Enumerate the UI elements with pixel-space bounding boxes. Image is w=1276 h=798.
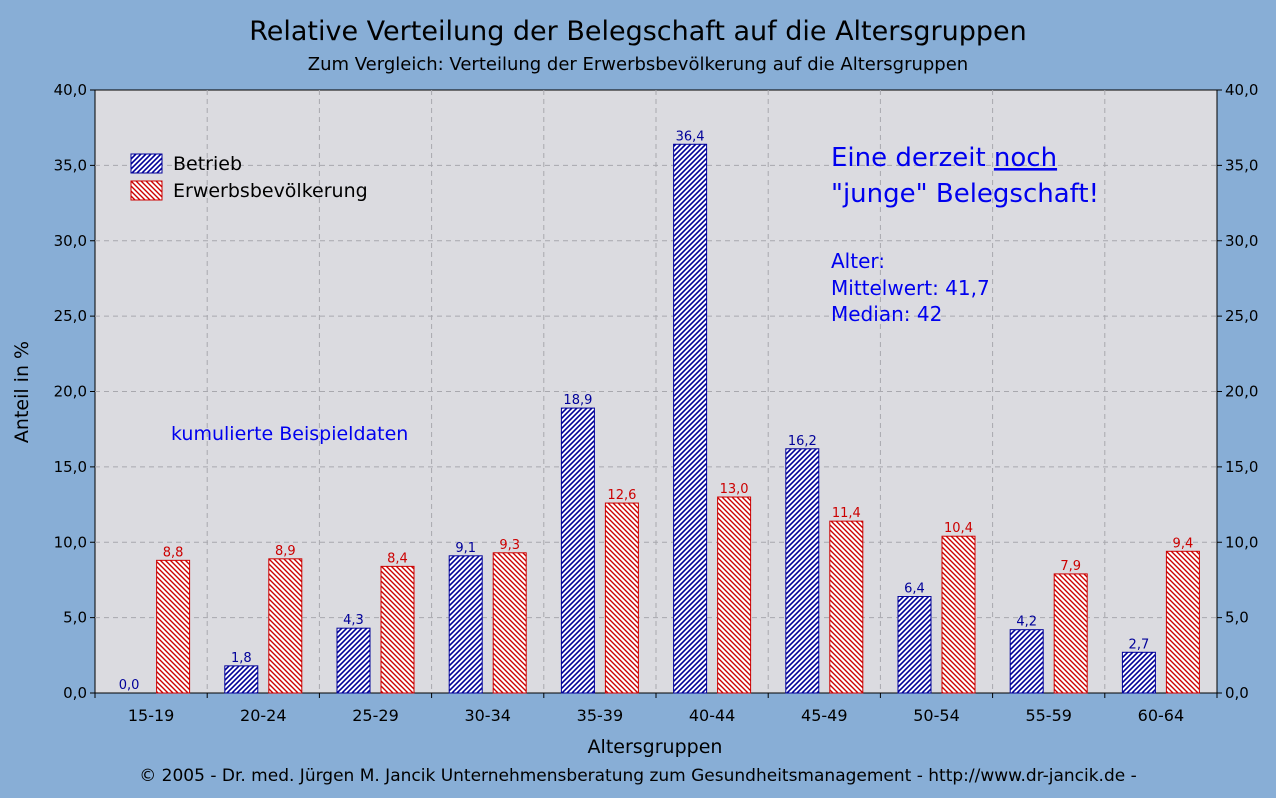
alter-label: Alter: [831,249,885,273]
legend-label-erwerbsbevoelkerung: Erwerbsbevölkerung [173,180,368,202]
value-labels: 0,0 8,8 1,8 8,9 4,3 8,4 9,1 9,3 18,9 12,6 36,4 13,0… [119,129,1193,693]
y-tick-label-left: 5,0 [63,609,87,627]
legend: Betrieb Erwerbsbevölkerung [130,153,368,202]
category-label: 20-24 [240,706,287,725]
bar-betrieb [785,448,820,694]
category-label: 35-39 [577,706,624,725]
y-tick-label-left: 20,0 [54,383,87,401]
kumuliert-note: kumulierte Beispieldaten [171,423,408,445]
value-label-betrieb: 36,4 [676,129,705,144]
value-label-betrieb: 2,7 [1129,637,1150,652]
y-axis-title: Anteil in % [11,341,33,443]
value-label-erwerbsbevoelkerung: 10,4 [944,521,973,536]
bar-erwerbsbevoelkerung [829,520,864,694]
bar-erwerbsbevoelkerung [492,552,527,694]
bar-betrieb [560,407,595,694]
value-label-betrieb: 0,0 [119,678,140,693]
bar-betrieb [224,665,259,694]
legend-label-betrieb: Betrieb [173,153,242,175]
annotation-statistics: Alter: Mittelwert: 41,7 Median: 42 [831,249,990,326]
legend-swatch-erwerbsbevoelkerung [130,180,163,201]
chart-title: Relative Verteilung der Belegschaft auf … [249,16,1027,47]
bar-betrieb [448,555,483,694]
category-label: 30-34 [464,706,511,725]
bar-erwerbsbevoelkerung [1165,550,1200,694]
value-label-betrieb: 4,3 [343,613,364,628]
value-label-erwerbsbevoelkerung: 11,4 [832,506,861,521]
y-tick-label-left: 35,0 [54,156,87,174]
value-label-erwerbsbevoelkerung: 13,0 [720,482,749,497]
category-label: 60-64 [1138,706,1185,725]
legend-swatch-betrieb [130,153,163,174]
bar-erwerbsbevoelkerung [941,535,976,694]
y-tick-label-right: 35,0 [1225,156,1258,174]
value-label-erwerbsbevoelkerung: 7,9 [1060,559,1081,574]
y-tick-label-right: 40,0 [1225,81,1258,99]
bar-betrieb [673,143,708,694]
mittelwert-label: Mittelwert: 41,7 [831,276,990,300]
value-label-erwerbsbevoelkerung: 8,9 [275,544,296,559]
y-tick-label-left: 25,0 [54,307,87,325]
y-tick-label-right: 0,0 [1225,684,1249,702]
bar-erwerbsbevoelkerung [380,565,415,694]
bar-erwerbsbevoelkerung [604,502,639,694]
chart-subtitle: Zum Vergleich: Verteilung der Erwerbsbev… [308,54,968,75]
y-tick-label-right: 15,0 [1225,458,1258,476]
category-label: 40-44 [689,706,736,725]
bar-erwerbsbevoelkerung [717,496,752,694]
bar-betrieb [897,596,932,694]
value-label-erwerbsbevoelkerung: 8,4 [387,551,408,566]
y-tick-label-right: 5,0 [1225,609,1249,627]
annotation-headline: Eine derzeit noch "junge" Belegschaft! [831,143,1099,209]
axis-ticks: 0,0 0,0 5,0 5,0 10,0 10,0 15,0 15,0 20,0 20,0 25,0… [54,81,1259,702]
value-label-betrieb: 16,2 [788,434,817,449]
category-label: 50-54 [913,706,960,725]
bar-betrieb [1009,629,1044,694]
median-label: Median: 42 [831,302,942,326]
grid-lines [95,90,1217,693]
value-label-erwerbsbevoelkerung: 8,8 [163,545,184,560]
bar-betrieb [336,627,371,694]
value-label-betrieb: 9,1 [455,541,476,556]
y-tick-label-right: 30,0 [1225,232,1258,250]
category-label: 45-49 [801,706,848,725]
y-tick-label-left: 30,0 [54,232,87,250]
bar-betrieb [1121,651,1156,694]
category-labels: 15-19 20-24 25-29 30-34 35-39 40-44 45-49 50-54… [128,706,1184,725]
value-label-betrieb: 1,8 [231,651,252,666]
category-label: 25-29 [352,706,399,725]
y-tick-label-left: 0,0 [63,684,87,702]
y-tick-label-right: 25,0 [1225,307,1258,325]
bar-erwerbsbevoelkerung [156,559,191,694]
y-tick-label-left: 40,0 [54,81,87,99]
value-label-betrieb: 18,9 [563,393,592,408]
y-tick-label-left: 15,0 [54,458,87,476]
value-label-betrieb: 6,4 [904,582,925,597]
value-label-erwerbsbevoelkerung: 9,4 [1173,536,1194,551]
bar-erwerbsbevoelkerung [268,558,303,694]
category-label: 55-59 [1025,706,1072,725]
footer-copyright: © 2005 - Dr. med. Jürgen M. Jancik Unter… [139,766,1137,786]
headline-line-2: "junge" Belegschaft! [831,179,1099,209]
bars [156,143,1200,694]
category-label: 15-19 [128,706,175,725]
bar-erwerbsbevoelkerung [1053,573,1088,694]
value-label-erwerbsbevoelkerung: 12,6 [607,488,636,503]
y-tick-label-right: 20,0 [1225,383,1258,401]
value-label-erwerbsbevoelkerung: 9,3 [499,538,520,553]
x-axis-title: Altersgruppen [588,736,723,758]
y-tick-label-right: 10,0 [1225,533,1258,551]
value-label-betrieb: 4,2 [1016,615,1037,630]
headline-line-1: Eine derzeit noch [831,143,1057,173]
y-tick-label-left: 10,0 [54,533,87,551]
